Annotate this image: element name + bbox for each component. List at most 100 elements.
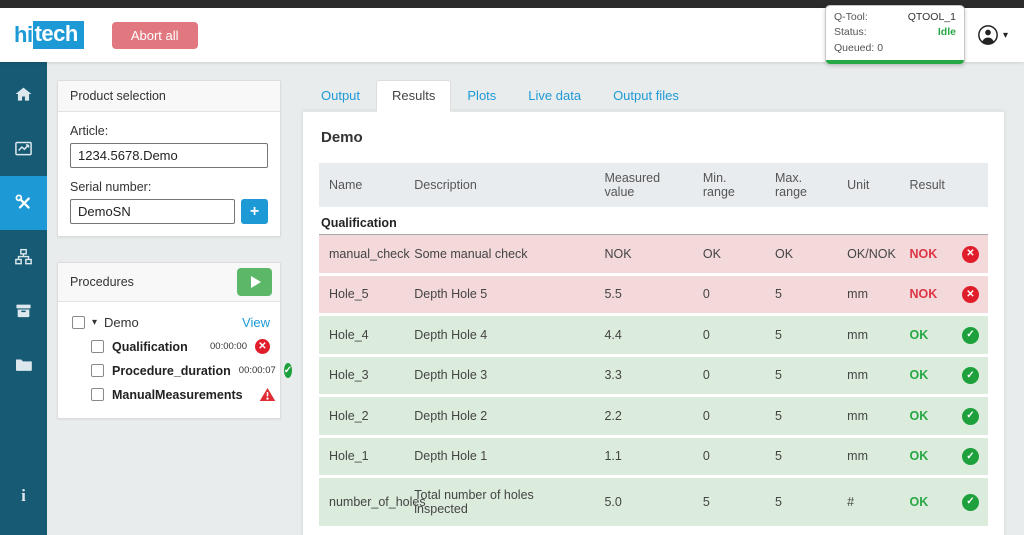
- qtool-label: Q-Tool:: [833, 11, 868, 24]
- sidebar-item-info[interactable]: i: [0, 469, 47, 523]
- browser-window-strip: [0, 0, 1024, 8]
- procedure-children: Qualification 00:00:00 ✕ Procedure_duration…: [72, 339, 293, 402]
- cell-name: Hole_3: [319, 355, 405, 397]
- article-label: Article:: [70, 124, 109, 138]
- cell-description: Depth Hole 4: [404, 314, 595, 357]
- success-check-icon: ✓: [962, 448, 979, 465]
- procedure-item-label: Procedure_duration: [112, 363, 231, 378]
- cell-min: 0: [692, 274, 766, 316]
- table-row: number_of_holes Total number of holes ins…: [319, 476, 988, 529]
- cell-max: 5: [765, 274, 838, 316]
- cell-measured: NOK: [594, 234, 693, 276]
- success-check-icon: ✓: [962, 367, 979, 384]
- procedure-group-label: Demo: [104, 315, 139, 330]
- cell-name: Hole_1: [319, 436, 405, 478]
- view-link[interactable]: View: [242, 315, 270, 330]
- cell-status-icon: ✓: [952, 314, 988, 357]
- column-header: Unit: [837, 163, 900, 207]
- column-header: Result: [899, 163, 952, 207]
- table-row: Hole_4 Depth Hole 4 4.4 0 5 mm OK ✓: [319, 314, 988, 357]
- tab-results[interactable]: Results: [376, 80, 452, 112]
- group-row: Qualification: [319, 207, 988, 235]
- cell-description: Depth Hole 2: [404, 395, 595, 438]
- procedures-panel: Procedures ▾ Demo View Qualification 00:0…: [57, 262, 293, 419]
- abort-all-button[interactable]: Abort all: [111, 21, 198, 49]
- results-table-body: Qualification manual_check Some manual che…: [319, 207, 988, 529]
- table-row: Hole_5 Depth Hole 5 5.5 0 5 mm NOK ✕: [319, 274, 988, 316]
- cell-measured: 1.1: [594, 436, 693, 478]
- cell-min: OK: [692, 234, 766, 276]
- tab-output-files[interactable]: Output files: [613, 88, 679, 103]
- table-row: Hole_2 Depth Hole 2 2.2 0 5 mm OK ✓: [319, 395, 988, 438]
- procedure-item-label: Qualification: [112, 339, 188, 354]
- article-input[interactable]: [70, 143, 268, 168]
- cell-unit: mm: [837, 395, 900, 438]
- sidebar-item-archive[interactable]: [0, 284, 47, 338]
- queued-row: Queued: 0: [834, 41, 956, 56]
- procedure-duration: 00:00:07: [238, 365, 276, 376]
- success-check-icon: ✓: [283, 363, 293, 378]
- cell-name: manual_check: [319, 234, 410, 276]
- cell-result: OK: [899, 395, 952, 438]
- sidebar-item-network[interactable]: [0, 230, 47, 284]
- cell-result: OK: [899, 436, 952, 478]
- cell-name: Hole_4: [319, 314, 405, 357]
- cell-min: 5: [692, 476, 766, 529]
- procedure-duration: 00:00:00: [210, 341, 247, 352]
- cell-status-icon: ✕: [952, 274, 988, 316]
- column-header: Measured value: [594, 163, 693, 207]
- results-table: Name Description Measured value Min. range M…: [319, 163, 988, 529]
- qtool-status-card: Q-Tool: QTOOL_1 Status: Idle Queued: 0: [824, 5, 965, 65]
- column-header: Min. range: [692, 163, 766, 207]
- cell-description: Depth Hole 3: [404, 355, 595, 397]
- product-selection-panel: Product selection Article: Serial number…: [57, 80, 281, 237]
- checkbox[interactable]: [91, 340, 104, 353]
- cell-unit: #: [837, 476, 900, 529]
- cell-max: 5: [765, 476, 838, 529]
- sidebar-item-tools[interactable]: [0, 176, 47, 230]
- cell-status-icon: ✓: [952, 436, 988, 478]
- run-procedures-button[interactable]: [237, 268, 272, 296]
- cell-max: 5: [765, 355, 838, 397]
- warning-icon: [259, 387, 276, 402]
- checkbox[interactable]: [72, 316, 85, 329]
- sidebar-item-home[interactable]: [0, 68, 47, 122]
- cell-result: NOK: [899, 274, 952, 316]
- column-header: Max. range: [765, 163, 838, 207]
- cell-measured: 4.4: [594, 314, 693, 357]
- tabs: Output Results Plots Live data Output files: [305, 80, 1004, 112]
- serial-number-label: Serial number:: [70, 180, 152, 194]
- tab-plots[interactable]: Plots: [467, 88, 497, 103]
- product-selection-title: Product selection: [58, 81, 280, 112]
- queued-label: Queued:: [833, 41, 875, 54]
- procedure-item: Qualification 00:00:00 ✕: [91, 339, 270, 354]
- home-icon: [13, 85, 34, 105]
- column-header-icon: [952, 163, 988, 207]
- main-content: Product selection Article: Serial number…: [47, 62, 1024, 535]
- tab-output[interactable]: Output: [321, 88, 361, 103]
- error-cross-icon: ✕: [962, 286, 979, 303]
- sidebar-item-files[interactable]: [0, 338, 47, 392]
- cell-unit: mm: [837, 436, 900, 478]
- cell-status-icon: ✓: [952, 395, 988, 438]
- cell-status-icon: ✕: [952, 234, 988, 276]
- user-menu[interactable]: ▾: [977, 24, 1008, 46]
- procedures-title: Procedures: [70, 275, 134, 289]
- procedure-group-row: ▾ Demo View: [72, 315, 270, 330]
- cell-unit: mm: [837, 314, 900, 357]
- add-serial-button[interactable]: +: [241, 199, 268, 224]
- procedure-item: ManualMeasurements: [91, 387, 275, 402]
- status-green-bar: [825, 59, 964, 64]
- sidebar-item-charts[interactable]: [0, 122, 47, 176]
- cell-result: OK: [899, 476, 952, 529]
- checkbox[interactable]: [91, 388, 104, 401]
- cell-min: 0: [692, 355, 766, 397]
- cell-name: number_of_holes: [319, 476, 426, 529]
- checkbox[interactable]: [91, 364, 104, 377]
- serial-number-input[interactable]: [70, 199, 235, 224]
- hitech-logo: hi tech: [14, 21, 84, 49]
- cell-unit: mm: [837, 355, 900, 397]
- cell-max: 5: [765, 436, 838, 478]
- tab-live-data[interactable]: Live data: [528, 88, 582, 103]
- cell-measured: 5.0: [594, 476, 693, 529]
